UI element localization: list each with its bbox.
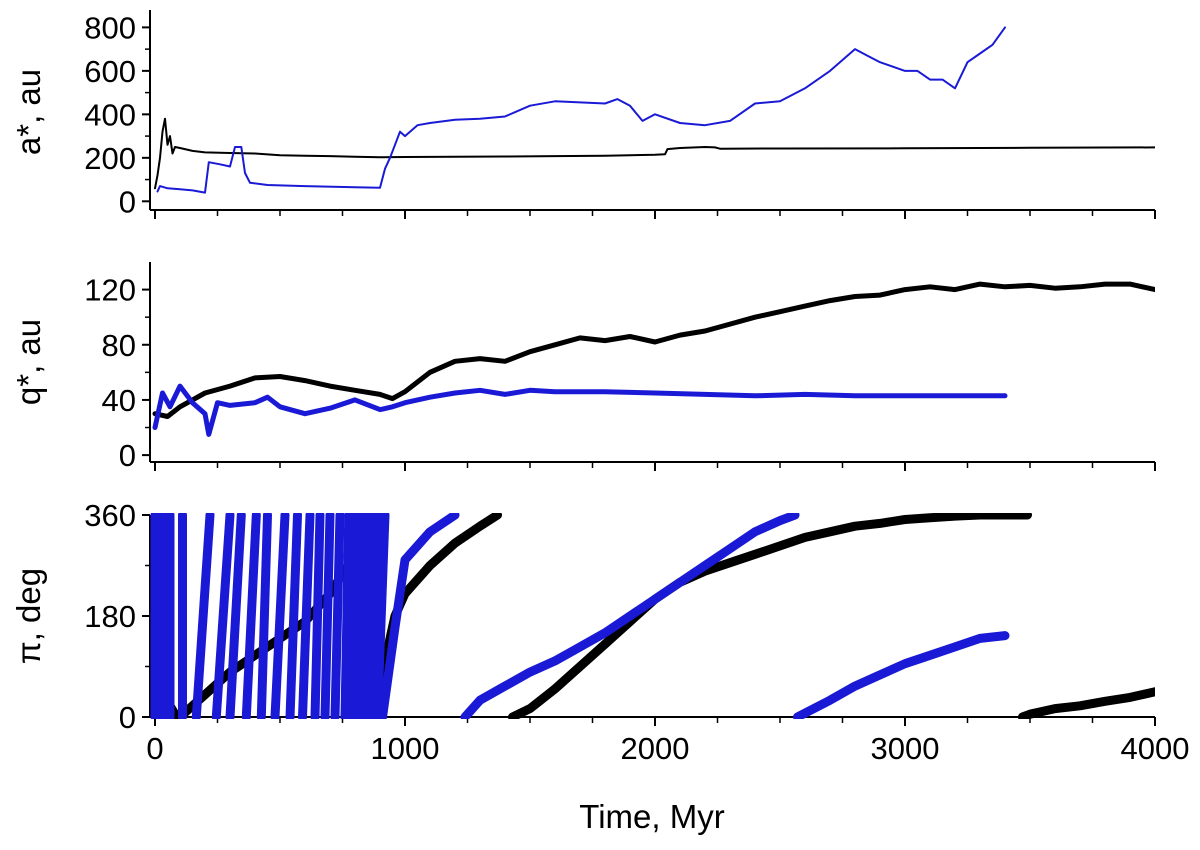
panel-q: 0 40 80 120 q*, au [10, 262, 1156, 473]
x-tick-label: 0 [146, 731, 163, 766]
series-blue-line [191, 513, 215, 719]
y-tick-label: 0 [119, 184, 136, 219]
series-blue-line [241, 513, 261, 719]
series-blue-line [270, 513, 290, 719]
series-blue-line [793, 631, 1010, 719]
series-blue-line [211, 513, 235, 719]
series-blue-line [373, 513, 390, 719]
series-layer [152, 281, 1155, 437]
series-blue-line [378, 513, 460, 719]
y-tick-label: 0 [119, 700, 136, 735]
y-tick-label: 80 [102, 328, 136, 363]
y-tick-label: 800 [84, 10, 136, 45]
x-tick-label: 1000 [371, 731, 440, 766]
series-blue-line [460, 513, 800, 719]
series-blue-line [298, 513, 315, 719]
series-blue-line [285, 513, 302, 719]
series-blue-line [156, 26, 1006, 194]
series-black-line [508, 513, 1032, 719]
y-tick-label: 0 [119, 438, 136, 473]
x-axis-label: Time, Myr [579, 798, 724, 835]
series-black-line [152, 281, 1155, 419]
series-blue-line [152, 383, 1008, 437]
series-blue-line [225, 513, 246, 719]
series-blue-line [256, 513, 272, 719]
series-layer [150, 513, 1155, 719]
series-layer [154, 26, 1155, 194]
series-blue-line [348, 513, 361, 719]
panel-a: 0 200 400 600 800 a*, au [10, 10, 1156, 219]
y-axis-label: π, deg [10, 568, 47, 664]
series-blue-line [320, 513, 335, 719]
y-axis-label: a*, au [10, 69, 47, 155]
y-tick-label: 180 [84, 599, 136, 634]
y-tick-label: 360 [84, 498, 136, 533]
series-blue-line [330, 513, 345, 719]
series-blue-line [340, 513, 354, 719]
series-blue-line [355, 513, 369, 719]
series-black-line [1018, 687, 1155, 719]
series-blue-line [363, 513, 375, 719]
panel-pi: 0 180 360 0 1000 2000 3000 4000 π, deg [10, 498, 1189, 766]
series-black-line [154, 117, 1155, 190]
y-axis-label: q*, au [10, 319, 47, 405]
x-tick-label: 3000 [871, 731, 940, 766]
y-tick-label: 120 [84, 273, 136, 308]
y-tick-label: 400 [84, 97, 136, 132]
x-tick-label: 4000 [1121, 731, 1190, 766]
y-tick-label: 600 [84, 54, 136, 89]
y-tick-label: 40 [102, 383, 136, 418]
series-blue-line [310, 513, 325, 719]
y-tick-label: 200 [84, 141, 136, 176]
x-tick-label: 2000 [621, 731, 690, 766]
